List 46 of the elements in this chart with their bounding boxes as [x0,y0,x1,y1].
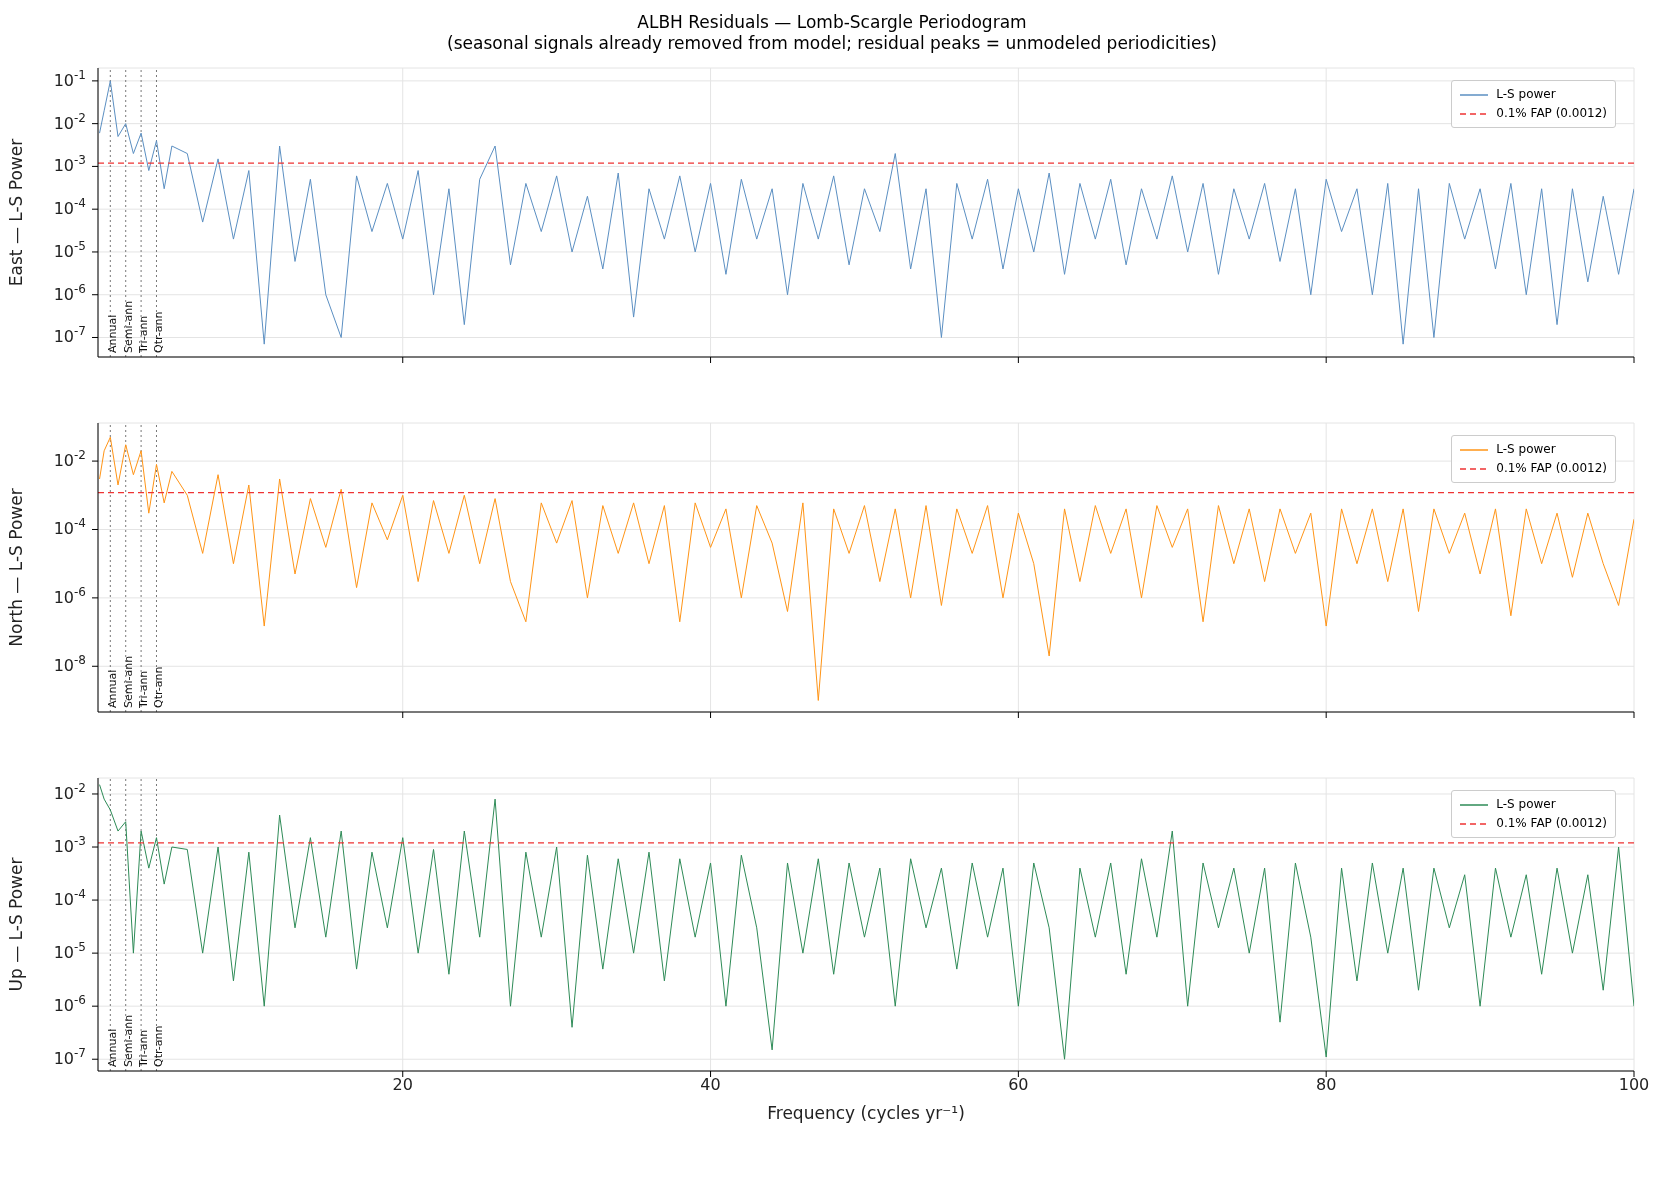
y-tick-label: 10$^{-5}$ [53,940,86,963]
y-tick-label: 10$^{-8}$ [53,653,86,676]
ref-line-label: Tri-ann [137,670,151,709]
legend-label: 0.1% FAP (0.0012) [1496,105,1607,122]
x-tick-label: 20 [392,1075,413,1095]
ref-line-label: Semi-ann [121,300,135,353]
ref-line-label: Annual [106,669,120,708]
y-tick-label: 10$^{-5}$ [53,238,86,261]
y-tick-label: 10$^{-6}$ [53,281,86,304]
y-tick-label: 10$^{-6}$ [53,993,86,1016]
y-tick-label: 10$^{-3}$ [53,834,86,857]
ref-line-label: Qtr-ann [152,1025,166,1067]
y-tick-label: 10$^{-6}$ [53,584,86,607]
ref-line-label: Qtr-ann [152,311,166,353]
y-axis-title: East — L-S Power [6,138,27,287]
x-tick-label: 80 [1316,1075,1337,1095]
legend-label: L-S power [1496,441,1556,458]
x-axis-title: Frequency (cycles yr⁻¹) [767,1103,965,1123]
y-tick-label: 10$^{-4}$ [53,196,86,219]
ref-line-label: Semi-ann [121,655,135,708]
y-tick-label: 10$^{-1}$ [53,67,86,90]
chart-title: ALBH Residuals — Lomb-Scargle Periodogram [636,12,1028,33]
ref-line-label: Tri-ann [137,315,151,354]
ref-line-label: Semi-ann [121,1014,135,1067]
ref-line-label: Tri-ann [137,1029,151,1068]
y-tick-label: 10$^{-7}$ [53,1046,86,1069]
y-tick-label: 10$^{-2}$ [53,448,86,471]
y-tick-label: 10$^{-7}$ [53,324,86,347]
ref-line-label: Annual [106,1028,120,1067]
y-tick-label: 10$^{-4}$ [53,887,86,910]
legend-label: L-S power [1496,796,1556,813]
ref-line-label: Qtr-ann [152,666,166,708]
y-tick-label: 10$^{-2}$ [53,780,86,803]
x-tick-label: 40 [700,1075,721,1095]
chart-subtitle: (seasonal signals already removed from model; residual peaks = unmodeled periodicities) [446,33,1218,54]
x-tick-label: 60 [1008,1075,1029,1095]
y-axis-title: North — L-S Power [6,488,27,647]
x-tick-label: 100 [1618,1075,1650,1095]
y-tick-label: 10$^{-3}$ [53,153,86,176]
legend-label: 0.1% FAP (0.0012) [1496,460,1607,477]
y-tick-label: 10$^{-2}$ [53,110,86,133]
y-tick-label: 10$^{-4}$ [53,516,86,539]
legend-label: L-S power [1496,86,1556,103]
ref-line-label: Annual [106,314,120,353]
legend-label: 0.1% FAP (0.0012) [1496,815,1607,832]
y-axis-title: Up — L-S Power [6,857,27,992]
